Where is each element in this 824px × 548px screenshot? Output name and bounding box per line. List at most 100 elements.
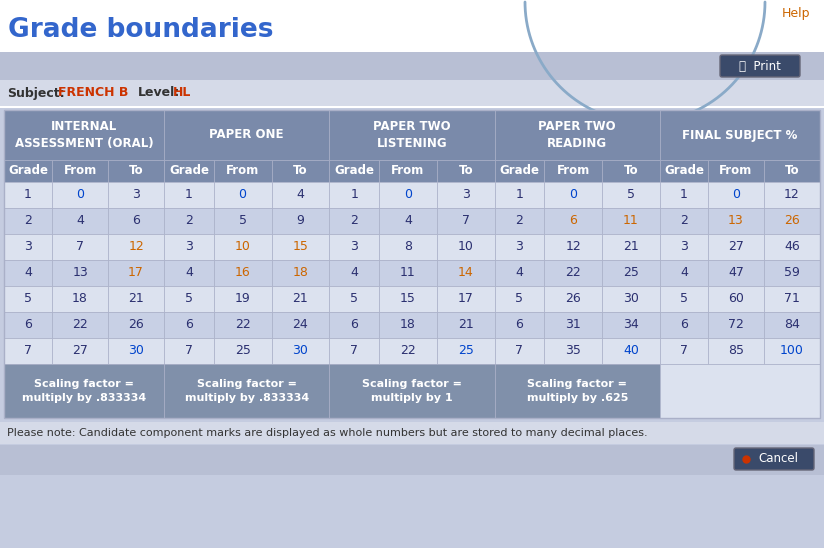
- Bar: [764, 208, 820, 234]
- Text: 100: 100: [780, 345, 804, 357]
- Text: Scaling factor =
multiply by .833334: Scaling factor = multiply by .833334: [185, 379, 309, 403]
- Bar: [708, 312, 764, 338]
- Bar: [379, 182, 437, 208]
- Bar: [544, 260, 602, 286]
- Text: 5: 5: [239, 214, 246, 227]
- Bar: [494, 312, 544, 338]
- Text: 72: 72: [728, 318, 744, 332]
- Bar: [52, 286, 108, 312]
- Bar: [108, 338, 164, 364]
- Bar: [764, 312, 820, 338]
- Text: 46: 46: [784, 241, 800, 254]
- Bar: [660, 234, 708, 260]
- Text: 2: 2: [350, 214, 358, 227]
- Text: 21: 21: [129, 293, 144, 305]
- Bar: [660, 260, 708, 286]
- Text: 22: 22: [400, 345, 416, 357]
- Bar: [4, 208, 52, 234]
- Text: 31: 31: [565, 318, 581, 332]
- Text: 7: 7: [185, 345, 193, 357]
- Text: Scaling factor =
multiply by 1: Scaling factor = multiply by 1: [362, 379, 462, 403]
- Bar: [0, 52, 824, 80]
- Bar: [4, 234, 52, 260]
- Text: 11: 11: [623, 214, 639, 227]
- Bar: [379, 312, 437, 338]
- Bar: [213, 160, 272, 182]
- Text: 30: 30: [293, 345, 308, 357]
- Text: 0: 0: [239, 189, 246, 202]
- Text: 3: 3: [132, 189, 140, 202]
- Text: 22: 22: [565, 266, 581, 279]
- Bar: [764, 234, 820, 260]
- Bar: [52, 182, 108, 208]
- Text: 6: 6: [350, 318, 358, 332]
- Text: 26: 26: [565, 293, 581, 305]
- Text: 27: 27: [728, 241, 744, 254]
- Bar: [0, 106, 824, 108]
- Bar: [164, 260, 213, 286]
- Text: 6: 6: [516, 318, 523, 332]
- Bar: [602, 234, 660, 260]
- Bar: [330, 234, 379, 260]
- Text: Subject:: Subject:: [7, 87, 64, 100]
- Bar: [660, 364, 820, 418]
- Bar: [708, 260, 764, 286]
- Text: 4: 4: [680, 266, 688, 279]
- Text: 17: 17: [129, 266, 144, 279]
- Bar: [379, 234, 437, 260]
- Text: 10: 10: [235, 241, 250, 254]
- Bar: [660, 208, 708, 234]
- Bar: [379, 208, 437, 234]
- Bar: [52, 160, 108, 182]
- Text: Please note: Candidate component marks are displayed as whole numbers but are st: Please note: Candidate component marks a…: [7, 428, 648, 438]
- Bar: [4, 286, 52, 312]
- Bar: [437, 208, 494, 234]
- Bar: [544, 182, 602, 208]
- Text: 6: 6: [680, 318, 688, 332]
- Bar: [330, 182, 379, 208]
- Bar: [330, 312, 379, 338]
- Bar: [4, 110, 820, 418]
- Text: Level:: Level:: [138, 87, 180, 100]
- Text: 85: 85: [728, 345, 744, 357]
- Text: To: To: [293, 164, 307, 178]
- Text: 47: 47: [728, 266, 744, 279]
- Bar: [213, 260, 272, 286]
- Text: 25: 25: [458, 345, 474, 357]
- Bar: [437, 234, 494, 260]
- Text: 21: 21: [623, 241, 639, 254]
- Bar: [272, 286, 330, 312]
- Bar: [52, 260, 108, 286]
- Text: 2: 2: [516, 214, 523, 227]
- Text: From: From: [226, 164, 260, 178]
- Bar: [4, 312, 52, 338]
- Text: To: To: [129, 164, 143, 178]
- Bar: [52, 312, 108, 338]
- Bar: [494, 338, 544, 364]
- Text: 3: 3: [516, 241, 523, 254]
- Bar: [660, 182, 708, 208]
- Bar: [437, 260, 494, 286]
- Text: 30: 30: [129, 345, 144, 357]
- Bar: [437, 312, 494, 338]
- Bar: [494, 110, 660, 160]
- Text: Help: Help: [781, 8, 810, 20]
- Bar: [272, 234, 330, 260]
- Text: 1: 1: [516, 189, 523, 202]
- Bar: [437, 160, 494, 182]
- Text: 18: 18: [73, 293, 88, 305]
- Text: 3: 3: [350, 241, 358, 254]
- Text: 7: 7: [24, 345, 32, 357]
- Bar: [437, 286, 494, 312]
- Text: From: From: [391, 164, 424, 178]
- Bar: [213, 286, 272, 312]
- Bar: [660, 286, 708, 312]
- Bar: [108, 208, 164, 234]
- Bar: [544, 208, 602, 234]
- Text: 27: 27: [73, 345, 88, 357]
- Text: 3: 3: [24, 241, 32, 254]
- Text: 6: 6: [185, 318, 193, 332]
- Text: 84: 84: [784, 318, 800, 332]
- Text: 7: 7: [461, 214, 470, 227]
- Text: 24: 24: [293, 318, 308, 332]
